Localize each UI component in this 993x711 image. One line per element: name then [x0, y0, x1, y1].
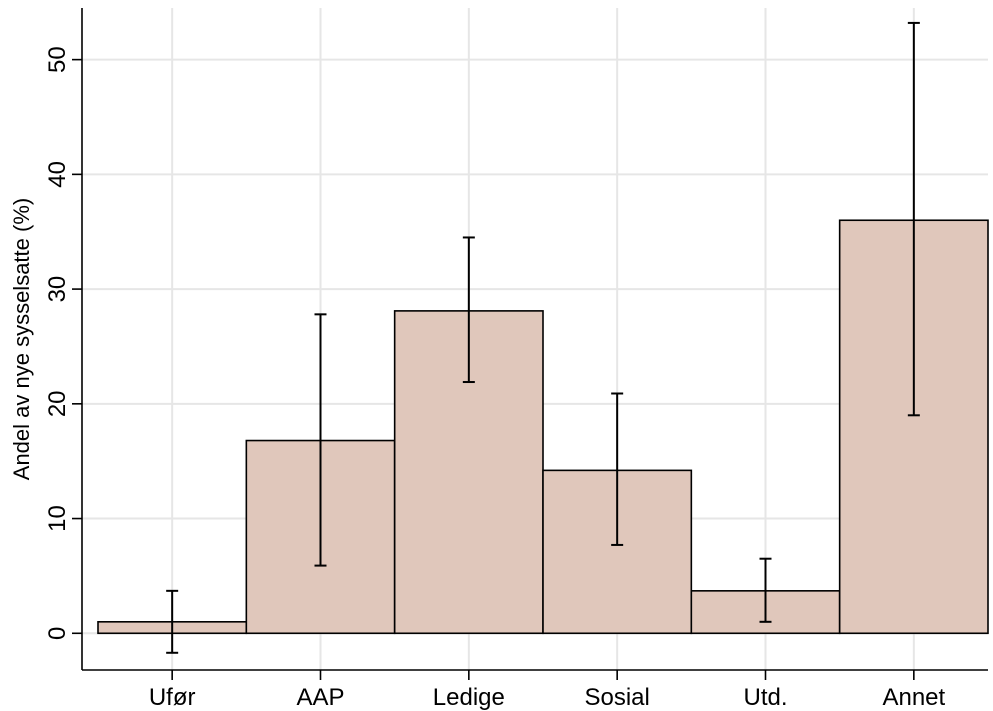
- error-bar-4: [759, 557, 772, 623]
- error-bar-1: [314, 313, 327, 567]
- y-tick-label: 40: [44, 161, 71, 188]
- error-bar-0: [166, 589, 179, 654]
- x-tick-label: Ledige: [433, 684, 505, 711]
- x-tick-label: Annet: [882, 684, 945, 711]
- y-tick-label: 20: [44, 390, 71, 417]
- error-bar-2: [462, 236, 475, 384]
- error-bar-3: [611, 392, 624, 546]
- error-bar-5: [907, 21, 920, 417]
- x-tick-label: AAP: [296, 684, 344, 711]
- y-tick-label: 0: [44, 627, 71, 640]
- x-tick-label: Utd.: [743, 684, 787, 711]
- y-axis-label: Andel av nye sysselsatte (%): [9, 198, 34, 480]
- axes: [72, 8, 988, 680]
- y-tick-label: 10: [44, 505, 71, 532]
- y-tick-label: 30: [44, 276, 71, 303]
- error-bars: [166, 21, 920, 654]
- y-tick-label: 50: [44, 46, 71, 73]
- x-tick-label: Sosial: [584, 684, 649, 711]
- x-tick-label: Ufør: [149, 684, 196, 711]
- tick-labels: 0 10 20 30 40 50 Ufør AAP Ledige Sosial Utd. Annet: [44, 46, 946, 711]
- bars: [97, 219, 989, 635]
